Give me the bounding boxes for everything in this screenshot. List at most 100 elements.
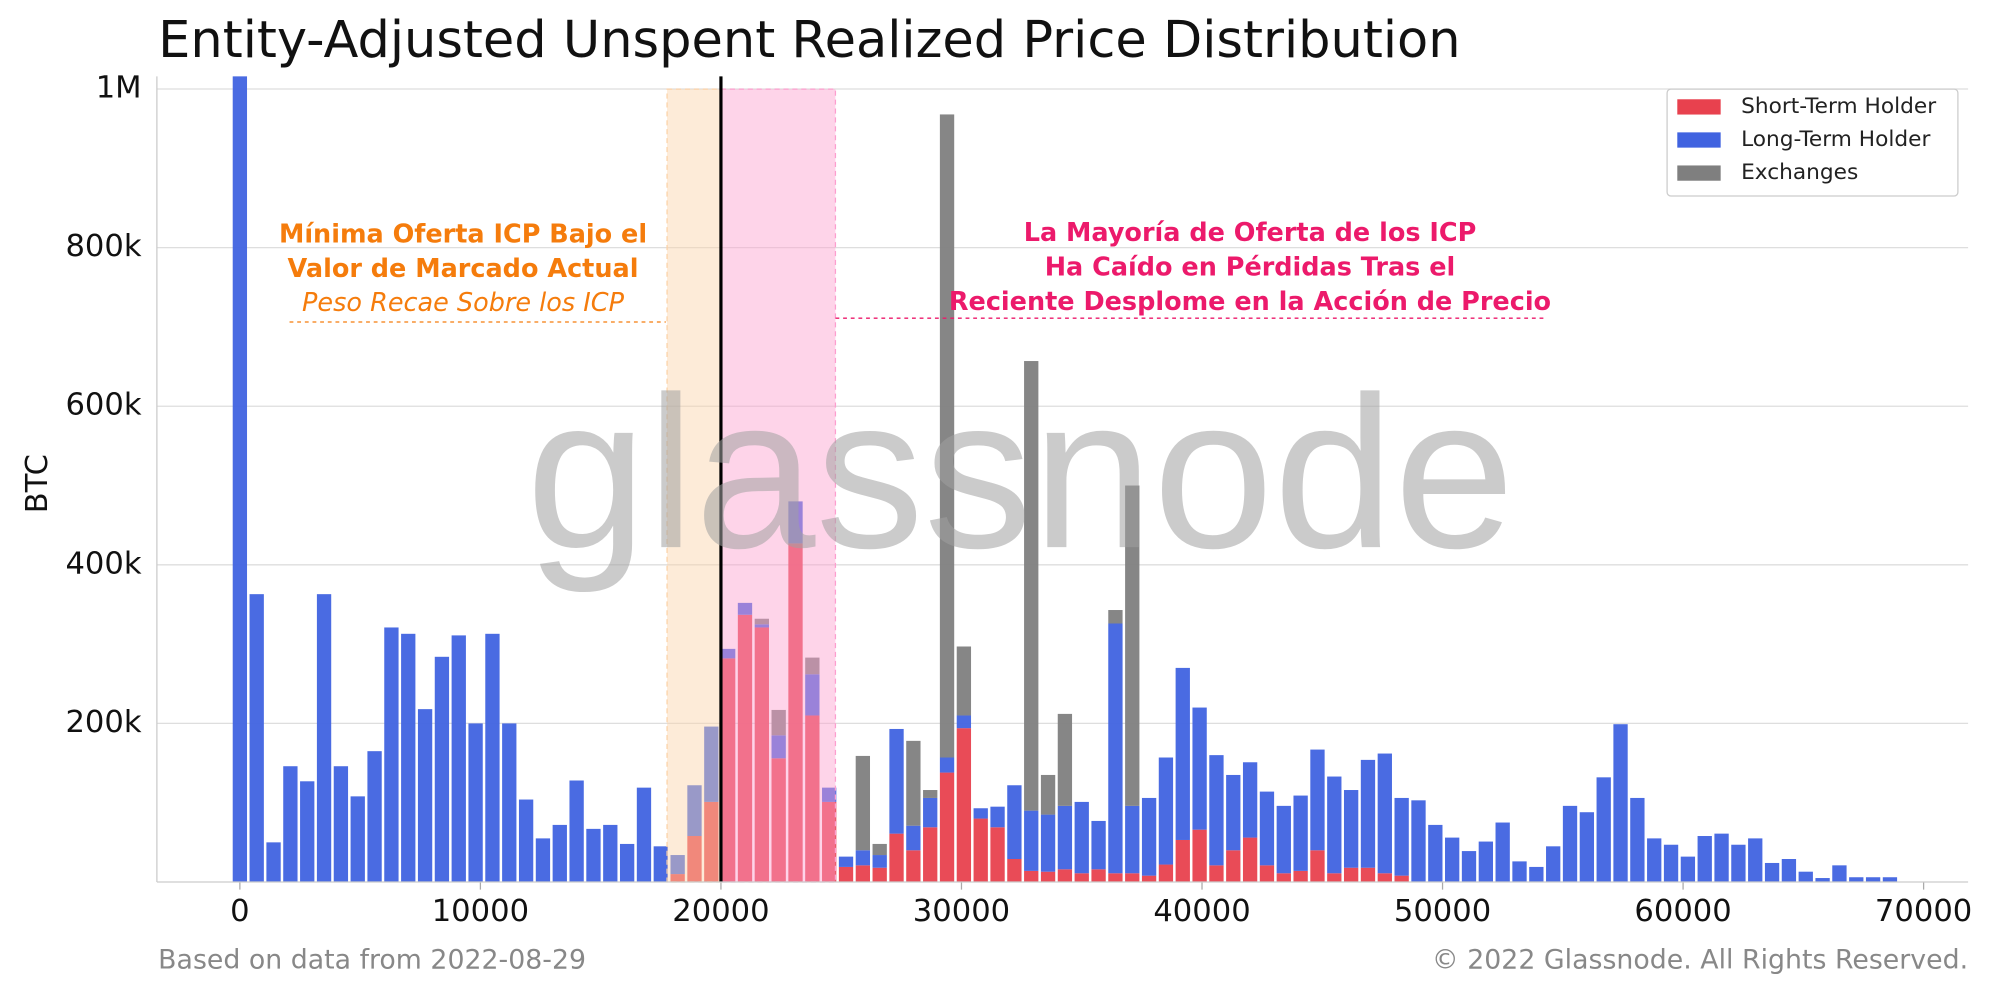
bar-segment xyxy=(1158,757,1174,865)
bar-segment xyxy=(1428,824,1443,882)
bar-segment xyxy=(1647,838,1662,882)
bar-segment xyxy=(1327,873,1342,882)
bar-segment xyxy=(1192,829,1207,882)
bar-segment xyxy=(232,76,248,882)
bar-segment xyxy=(1748,838,1763,882)
bar-segment xyxy=(956,728,972,882)
bar-segment xyxy=(1209,755,1224,866)
bar-segment xyxy=(1057,713,1073,806)
bar-segment xyxy=(1529,866,1544,882)
bar-segment xyxy=(906,850,921,882)
bar-segment xyxy=(451,635,466,882)
bar-segment xyxy=(518,799,534,882)
legend-label: Long-Term Holder xyxy=(1741,127,1930,152)
bar-segment xyxy=(704,801,719,882)
bar-segment xyxy=(1057,869,1073,882)
bar-segment xyxy=(1108,610,1123,624)
bar-segment xyxy=(1310,749,1325,851)
watermark: glassnode xyxy=(526,351,1515,593)
bar-segment xyxy=(1343,790,1359,868)
bar-segment xyxy=(923,827,938,882)
bar-segment xyxy=(1125,873,1140,882)
bar-segment xyxy=(1815,878,1830,882)
y-tick-label: 400k xyxy=(65,546,141,581)
footer-left: Based on data from 2022-08-29 xyxy=(158,944,586,975)
bar-segment xyxy=(535,838,551,882)
legend-swatch xyxy=(1677,165,1721,181)
bar-segment xyxy=(1091,869,1106,882)
y-tick-label: 200k xyxy=(65,705,141,740)
bar-segment xyxy=(569,780,584,882)
bar-segment xyxy=(721,658,736,882)
bar-segment xyxy=(1293,795,1308,871)
bar-segment xyxy=(1007,785,1022,860)
bar-segment xyxy=(771,735,786,759)
legend-label: Short-Term Holder xyxy=(1741,94,1936,119)
bar-segment xyxy=(704,726,719,802)
bar-segment xyxy=(872,855,887,868)
bar-segment xyxy=(687,785,702,837)
bar-segment xyxy=(1343,867,1359,882)
bar-segment xyxy=(1226,774,1241,851)
left-note-italic: Peso Recae Sobre los ICP xyxy=(302,288,625,318)
bar-segment xyxy=(923,797,938,828)
bar-segment xyxy=(1226,850,1241,882)
bar-segment xyxy=(485,633,500,882)
legend-swatch xyxy=(1677,132,1721,148)
bar-segment xyxy=(956,715,972,729)
bar-segment xyxy=(855,755,871,851)
bar-segment xyxy=(417,709,433,882)
y-axis-label: BTC xyxy=(20,454,55,513)
bar-segment xyxy=(805,674,820,716)
bar-segment xyxy=(1024,870,1039,882)
bar-segment xyxy=(1158,864,1174,882)
bar-segment xyxy=(889,833,904,882)
y-tick-label: 800k xyxy=(65,229,141,264)
bar-segment xyxy=(1394,875,1409,882)
bar-segment xyxy=(990,806,1005,828)
bar-segment xyxy=(1478,841,1493,882)
y-tick-label: 1M xyxy=(96,71,142,106)
bar-segment xyxy=(973,808,988,819)
x-tick-label: 50000 xyxy=(1394,894,1491,929)
bar-segment xyxy=(855,850,871,866)
bar-segment xyxy=(822,801,837,882)
bar-segment xyxy=(653,846,668,882)
bar-segment xyxy=(754,627,769,882)
bar-segment xyxy=(838,866,854,882)
bar-segment xyxy=(1293,870,1308,882)
bar-segment xyxy=(670,874,685,882)
bar-segment xyxy=(737,602,753,615)
legend-swatch xyxy=(1677,99,1721,115)
bar-segment xyxy=(619,843,635,882)
bar-segment xyxy=(1040,774,1056,815)
bar-segment xyxy=(1007,859,1022,882)
bar-segment xyxy=(906,740,921,826)
bar-segment xyxy=(973,818,988,882)
bar-segment xyxy=(502,723,517,882)
bar-segment xyxy=(1209,865,1224,882)
bar-segment xyxy=(1596,777,1611,882)
bar-segment xyxy=(1461,851,1477,882)
bar-segment xyxy=(1024,810,1039,871)
bar-segment xyxy=(1276,873,1291,882)
bar-segment xyxy=(1175,667,1190,840)
bar-segment xyxy=(603,824,618,882)
bar-segment xyxy=(1074,801,1089,874)
bar-segment xyxy=(1242,837,1258,882)
bar-segment xyxy=(754,618,769,625)
left-note-line: Valor de Marcado Actual xyxy=(288,254,639,284)
bar-segment xyxy=(401,633,416,882)
bar-segment xyxy=(1714,833,1729,882)
bar-segment xyxy=(1865,877,1881,882)
bar-segment xyxy=(1024,361,1039,811)
shaded-region xyxy=(666,88,722,883)
bar-segment xyxy=(1562,805,1578,882)
bar-segment xyxy=(468,723,483,882)
bar-segment xyxy=(754,624,769,628)
bar-segment xyxy=(1074,873,1089,882)
bar-segment xyxy=(1125,485,1140,806)
bar-segment xyxy=(1579,812,1595,882)
legend-box xyxy=(1666,88,1959,197)
